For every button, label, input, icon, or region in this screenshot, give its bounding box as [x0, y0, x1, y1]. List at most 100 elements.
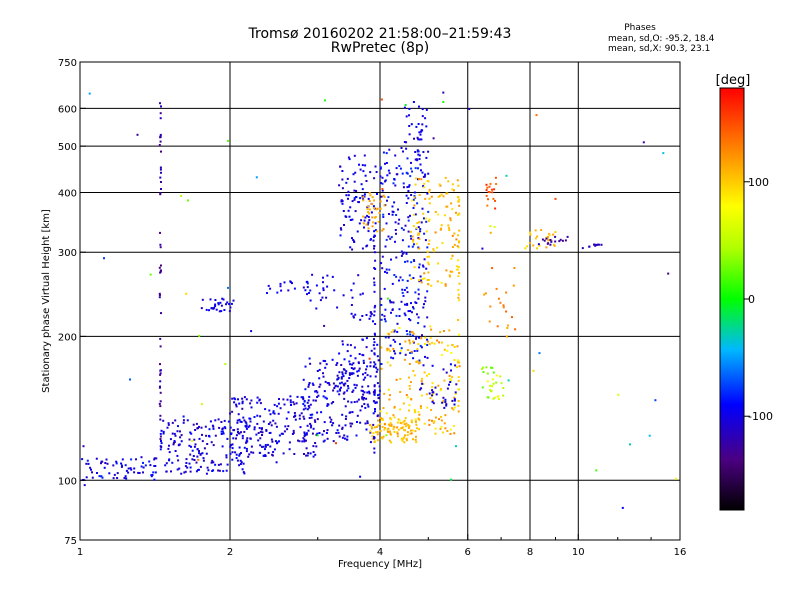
data-point [412, 307, 415, 310]
data-point [159, 270, 162, 273]
data-point [335, 442, 337, 445]
data-point [211, 459, 214, 462]
data-point [389, 417, 392, 420]
data-point [270, 438, 273, 441]
data-point [352, 362, 355, 365]
data-point [299, 426, 302, 429]
data-point [566, 235, 569, 238]
data-point [338, 371, 341, 374]
data-point [246, 440, 249, 443]
data-point [210, 461, 213, 464]
data-point [245, 398, 248, 401]
data-point [266, 292, 268, 294]
data-point [238, 464, 241, 467]
data-point [159, 363, 161, 366]
data-point [191, 458, 194, 461]
data-point [302, 408, 305, 411]
data-point [408, 114, 410, 117]
data-point [440, 353, 443, 356]
data-point [400, 254, 403, 257]
data-point [443, 379, 446, 382]
data-point [304, 365, 307, 368]
data-point [419, 163, 422, 166]
data-point [319, 383, 322, 386]
data-point [418, 428, 421, 431]
data-point [240, 452, 242, 454]
data-point [434, 416, 437, 419]
data-point [453, 359, 456, 361]
data-point [364, 376, 367, 379]
data-point [241, 402, 244, 405]
y-tick-label: 750 [58, 58, 77, 69]
data-point [425, 125, 428, 128]
data-point [367, 405, 370, 408]
data-point [447, 180, 450, 183]
data-point [407, 216, 410, 219]
data-point [440, 419, 443, 422]
data-point [214, 299, 217, 301]
data-point [424, 239, 427, 242]
data-point [388, 148, 391, 151]
data-point [237, 413, 240, 416]
data-point [286, 398, 289, 401]
data-point [422, 185, 425, 188]
data-point [225, 454, 228, 457]
data-point [341, 426, 344, 429]
data-point [218, 469, 221, 472]
data-point [410, 161, 412, 164]
data-point [553, 243, 555, 246]
data-point [104, 462, 107, 464]
data-point [300, 396, 303, 399]
data-point [333, 387, 336, 390]
data-point [412, 277, 415, 279]
data-point [310, 416, 313, 419]
data-point [245, 422, 248, 425]
data-point [196, 448, 199, 451]
data-point [382, 228, 385, 231]
data-point [368, 219, 371, 222]
data-point [429, 325, 432, 328]
data-point [443, 406, 446, 409]
data-point [407, 185, 410, 188]
data-point [129, 378, 131, 381]
data-point [223, 309, 226, 311]
data-point [543, 239, 546, 242]
data-point [415, 158, 418, 161]
data-point [241, 437, 244, 440]
data-point [366, 374, 369, 377]
data-point [347, 156, 350, 159]
data-point [137, 471, 140, 474]
data-point [385, 222, 388, 225]
data-point [234, 451, 237, 454]
data-point [370, 349, 373, 352]
data-point [350, 367, 353, 369]
data-point [412, 198, 415, 201]
data-point [457, 296, 460, 299]
data-point [529, 233, 532, 236]
data-point [168, 451, 171, 454]
data-point [303, 404, 306, 407]
data-point [450, 369, 452, 372]
data-point [400, 147, 403, 149]
data-point [412, 213, 415, 216]
data-point [372, 400, 375, 403]
data-point [343, 397, 346, 400]
data-point [269, 413, 272, 416]
data-point [377, 397, 380, 400]
data-point [418, 154, 421, 157]
data-point [413, 204, 416, 207]
data-point [417, 316, 420, 319]
data-point [231, 447, 234, 450]
data-point [499, 301, 502, 304]
data-point [346, 438, 348, 441]
data-point [344, 405, 347, 408]
data-point [392, 347, 395, 350]
data-point [168, 444, 170, 447]
data-point [350, 304, 353, 306]
data-point [382, 151, 385, 154]
data-point [384, 245, 387, 248]
data-point [405, 330, 408, 332]
data-point [401, 439, 404, 442]
data-point [376, 414, 379, 417]
data-point [505, 310, 508, 313]
